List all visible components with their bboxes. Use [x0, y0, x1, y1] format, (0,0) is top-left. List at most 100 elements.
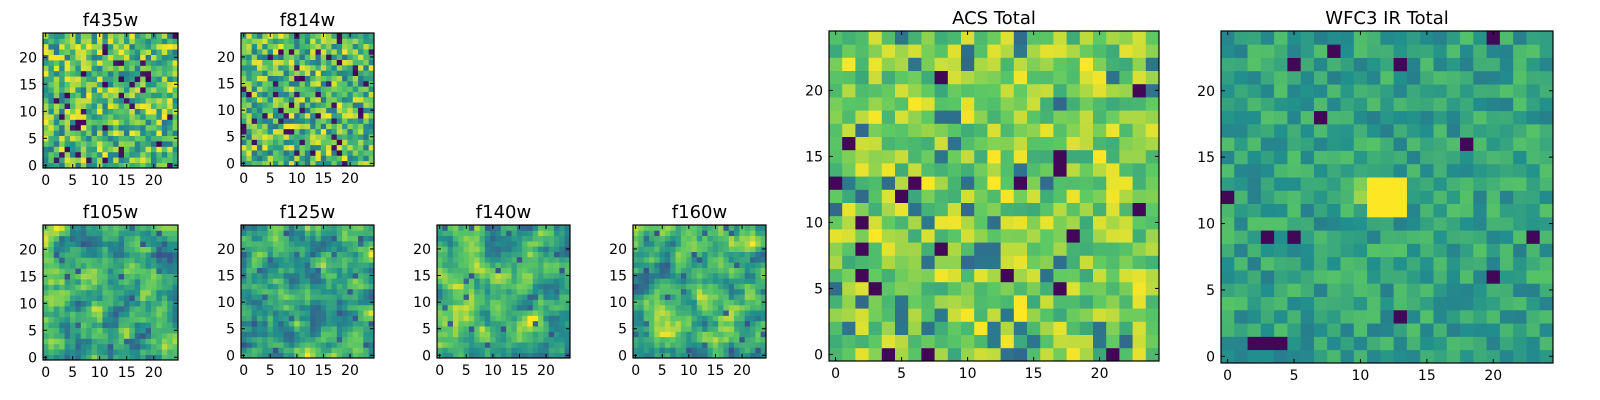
heatmap-cell — [1106, 176, 1120, 190]
heatmap-cell — [97, 65, 103, 72]
heatmap-cell — [548, 230, 555, 237]
heatmap-cell — [75, 354, 82, 361]
heatmap-cell — [987, 136, 1001, 151]
heatmap-cell — [1132, 202, 1147, 217]
heatmap-cell — [702, 251, 708, 258]
heatmap-cell — [315, 272, 322, 279]
heatmap-cell — [97, 235, 103, 242]
heatmap-cell — [437, 336, 443, 343]
heatmap-cell — [1380, 256, 1395, 271]
heatmap-cell — [140, 300, 146, 307]
heatmap-cell — [1040, 268, 1054, 283]
heatmap-cell — [246, 315, 253, 322]
heatmap-cell — [1079, 31, 1094, 45]
heatmap-cell — [304, 336, 311, 343]
heatmap-cell — [638, 240, 645, 247]
heatmap-cell — [124, 87, 130, 93]
heatmap-cell — [145, 135, 152, 142]
heatmap-cell — [304, 304, 311, 311]
heatmap-cell — [151, 54, 157, 61]
heatmap-cell — [59, 135, 65, 142]
heatmap-cell — [288, 320, 295, 327]
heatmap-cell — [278, 267, 284, 274]
heatmap-cell — [728, 352, 735, 359]
heatmap-cell — [75, 241, 82, 247]
heatmap-cell — [118, 135, 125, 142]
heatmap-cell — [458, 251, 464, 258]
heatmap-cell — [934, 110, 949, 124]
heatmap-cell — [256, 155, 263, 162]
heatmap-cell — [734, 336, 740, 343]
heatmap-cell — [75, 327, 82, 334]
heatmap-cell — [829, 255, 843, 269]
heatmap-cell — [1079, 202, 1094, 217]
heatmap-cell — [86, 338, 92, 345]
heatmap-cell — [283, 107, 290, 114]
heatmap-cell — [304, 33, 311, 39]
heatmap-cell — [712, 235, 719, 242]
heatmap-cell — [43, 151, 49, 158]
heatmap-cell — [86, 306, 92, 312]
heatmap-cell — [855, 31, 869, 45]
heatmap-cell — [59, 268, 65, 274]
heatmap-cell — [331, 139, 338, 146]
heatmap-cell — [1040, 189, 1054, 203]
heatmap-cell — [500, 320, 507, 327]
heatmap-cell — [48, 268, 55, 274]
heatmap-cell — [1221, 309, 1235, 324]
heatmap-cell — [527, 251, 534, 258]
heatmap-cell — [310, 288, 316, 295]
heatmap-cell — [326, 48, 332, 55]
heatmap-cell — [842, 229, 856, 243]
heatmap-cell — [1499, 177, 1514, 191]
heatmap-cell — [675, 347, 682, 354]
heatmap-cell — [516, 230, 523, 237]
heatmap-cell — [70, 284, 76, 291]
heatmap-cell — [91, 33, 98, 39]
heatmap-cell — [294, 251, 300, 258]
heatmap-cell — [474, 304, 480, 311]
heatmap-cell — [484, 294, 491, 300]
heatmap-cell — [1013, 110, 1028, 124]
heatmap-cell — [347, 139, 354, 146]
heatmap-cell — [262, 352, 268, 359]
heatmap-cell — [262, 128, 268, 135]
heatmap-cell — [134, 108, 141, 115]
heatmap-cell — [1406, 349, 1421, 364]
heatmap-cell — [468, 272, 475, 279]
heatmap-cell — [320, 107, 327, 114]
heatmap-cell — [342, 310, 348, 316]
heatmap-cell — [1234, 230, 1248, 244]
heatmap-cell — [1539, 256, 1554, 271]
heatmap-cell — [315, 107, 322, 114]
heatmap-cell — [288, 310, 295, 316]
heatmap-cell — [64, 97, 71, 104]
heatmap-cell — [516, 315, 523, 322]
heatmap-cell — [974, 97, 988, 111]
heatmap-cell — [336, 144, 343, 151]
heatmap-cell — [70, 65, 76, 72]
heatmap-cell — [299, 225, 306, 231]
heatmap-cell — [156, 124, 163, 131]
heatmap-cell — [124, 333, 130, 339]
heatmap-cell — [1340, 230, 1355, 244]
heatmap-cell — [881, 255, 896, 269]
heatmap-cell — [1353, 243, 1368, 258]
heatmap-cell — [664, 278, 671, 284]
heatmap-cell — [299, 352, 306, 359]
heatmap-cell — [659, 230, 666, 237]
heatmap-cell — [262, 225, 268, 231]
heatmap-cell — [48, 162, 55, 169]
heatmap-cell — [53, 268, 60, 274]
heatmap-cell — [633, 283, 639, 290]
heatmap-cell — [1234, 256, 1248, 271]
heatmap-cell — [262, 294, 268, 300]
heatmap-cell — [527, 347, 534, 354]
heatmap-cell — [278, 144, 284, 151]
heatmap-cell — [490, 272, 496, 279]
heatmap-cell — [124, 284, 130, 291]
heatmap-cell — [288, 128, 295, 135]
heatmap-cell — [734, 299, 740, 306]
heatmap-cell — [161, 108, 168, 115]
heatmap-cell — [734, 256, 740, 263]
